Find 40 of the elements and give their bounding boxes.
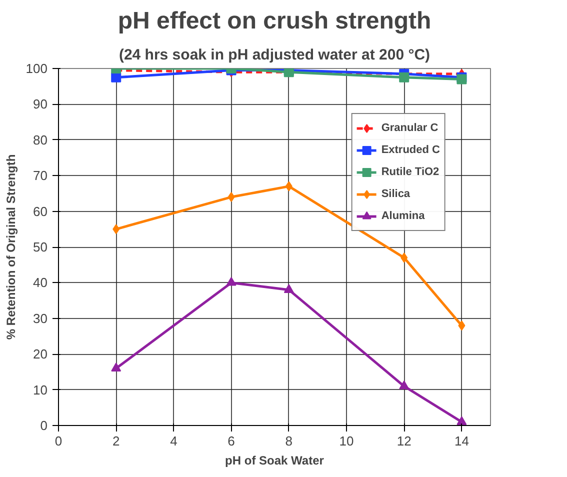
point <box>400 252 408 263</box>
legend-label: Alumina <box>381 210 425 222</box>
y-tick-label: 80 <box>33 132 48 148</box>
x-tick-label: 12 <box>396 434 412 448</box>
x-tick-label: 10 <box>339 434 354 448</box>
point <box>111 362 122 372</box>
chart-title: pH effect on crush strength <box>118 8 432 34</box>
chart-subtitle: (24 hrs soak in pH adjusted water at 200 °C) <box>118 46 430 64</box>
point <box>458 320 466 331</box>
y-tick-label: 60 <box>33 204 48 219</box>
y-tick-label: 50 <box>33 240 48 254</box>
x-tick-label: 14 <box>454 434 469 448</box>
y-tick-label: 30 <box>33 310 48 326</box>
point <box>284 284 294 293</box>
legend-label: Silica <box>381 188 410 200</box>
y-tick-label: 70 <box>33 168 48 184</box>
y-tick-label: 20 <box>33 346 48 362</box>
point <box>285 181 292 192</box>
point <box>399 380 410 390</box>
point <box>399 72 410 82</box>
x-tick-label: 0 <box>54 434 62 448</box>
y-tick-label: 40 <box>33 275 48 290</box>
x-tick-label: 4 <box>170 434 178 448</box>
legend-label: Rutile TiO2 <box>381 166 440 178</box>
point <box>456 416 467 426</box>
y-tick-label: 10 <box>33 382 48 398</box>
y-axis-title: % Retention of Original Strength <box>4 154 18 340</box>
point <box>111 72 122 82</box>
x-tick-label: 2 <box>112 434 120 448</box>
point <box>112 224 120 234</box>
legend-label: Extruded C <box>381 144 440 156</box>
legend-label: Granular C <box>381 122 438 134</box>
x-tick-label: 6 <box>228 434 235 448</box>
y-tick-label: 100 <box>26 61 48 76</box>
x-axis-title: pH of Soak Water <box>225 454 324 468</box>
point <box>228 192 235 202</box>
x-tick-label: 8 <box>285 434 293 448</box>
y-tick-label: 90 <box>33 96 48 112</box>
y-tick-label: 0 <box>40 418 48 433</box>
point <box>226 277 236 286</box>
